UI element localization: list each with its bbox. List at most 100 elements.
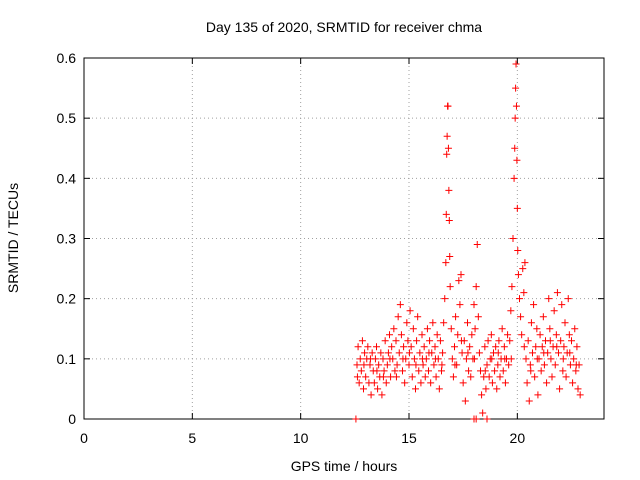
data-point [540, 361, 548, 369]
data-point [529, 349, 536, 357]
data-point [475, 349, 483, 357]
data-points [352, 60, 584, 423]
data-point [391, 367, 399, 375]
data-point [498, 325, 506, 333]
data-point [533, 325, 541, 333]
data-point [442, 210, 450, 218]
data-point [574, 385, 582, 393]
data-point [485, 373, 493, 381]
data-point [433, 331, 441, 339]
data-point [446, 283, 454, 291]
data-point [525, 397, 533, 405]
data-point [570, 355, 578, 363]
data-point [356, 355, 364, 363]
data-point [451, 361, 459, 369]
data-point [442, 259, 450, 267]
data-point [540, 349, 548, 357]
data-point [355, 379, 363, 387]
grid-lines [84, 58, 604, 419]
data-point [564, 295, 572, 303]
data-point [421, 373, 429, 381]
data-point [366, 355, 374, 363]
data-point [569, 379, 577, 387]
x-tick-label: 5 [188, 430, 196, 446]
data-point [505, 361, 513, 369]
data-point [546, 325, 554, 333]
data-point [559, 355, 567, 363]
data-point [435, 385, 443, 393]
data-point [470, 301, 478, 309]
y-tick-label: 0.5 [57, 110, 77, 126]
data-point [377, 349, 385, 357]
data-point [360, 361, 368, 369]
data-point [546, 337, 554, 345]
data-point [405, 349, 413, 357]
data-point [557, 337, 565, 345]
data-point [536, 331, 544, 339]
data-point [495, 337, 503, 345]
data-point [412, 361, 420, 369]
data-point [576, 391, 584, 399]
data-point [380, 367, 388, 375]
data-point [419, 361, 427, 369]
data-point [466, 343, 474, 351]
data-point [439, 349, 447, 357]
data-point [559, 367, 567, 375]
data-point [443, 150, 451, 158]
data-point [438, 361, 446, 369]
data-point [415, 367, 423, 375]
y-tick-label: 0.1 [57, 351, 77, 367]
data-point [440, 319, 448, 327]
data-point [501, 379, 509, 387]
data-point [454, 331, 462, 339]
data-point [573, 343, 581, 351]
data-point [566, 361, 574, 369]
data-point [418, 331, 426, 339]
data-point [471, 325, 479, 333]
data-point [407, 343, 415, 351]
data-point [566, 349, 574, 357]
data-point [382, 379, 390, 387]
data-point [512, 84, 520, 92]
data-point [501, 355, 509, 363]
data-point [508, 283, 516, 291]
data-point [431, 355, 439, 363]
data-point [399, 355, 407, 363]
data-point [373, 343, 380, 351]
data-point [455, 277, 463, 285]
data-point [496, 373, 504, 381]
data-point [499, 367, 507, 375]
data-point [517, 313, 525, 321]
data-point [457, 271, 465, 279]
data-point [432, 373, 440, 381]
data-point [457, 337, 465, 345]
data-point [507, 355, 515, 363]
x-axis-label: GPS time / hours [291, 458, 398, 474]
data-point [392, 373, 400, 381]
data-point [488, 355, 496, 363]
data-point [409, 325, 417, 333]
data-point [531, 373, 539, 381]
data-point [368, 349, 376, 357]
data-point [390, 325, 398, 333]
data-point [406, 307, 414, 315]
data-point [425, 349, 433, 357]
data-point [474, 313, 482, 321]
data-point [509, 235, 517, 242]
data-point [481, 367, 489, 375]
data-point [516, 295, 523, 303]
data-point [470, 355, 478, 363]
data-point [403, 319, 411, 327]
chart-title: Day 135 of 2020, SRMTID for receiver chm… [206, 19, 482, 35]
data-point [445, 186, 453, 194]
y-tick-label: 0.4 [57, 170, 77, 186]
data-point [443, 132, 451, 140]
data-point [552, 331, 560, 339]
data-point [360, 385, 367, 393]
data-point [451, 343, 458, 351]
data-point [492, 343, 500, 351]
data-point [462, 355, 470, 363]
data-point [446, 253, 454, 261]
data-point [416, 349, 424, 357]
data-point [362, 373, 370, 381]
